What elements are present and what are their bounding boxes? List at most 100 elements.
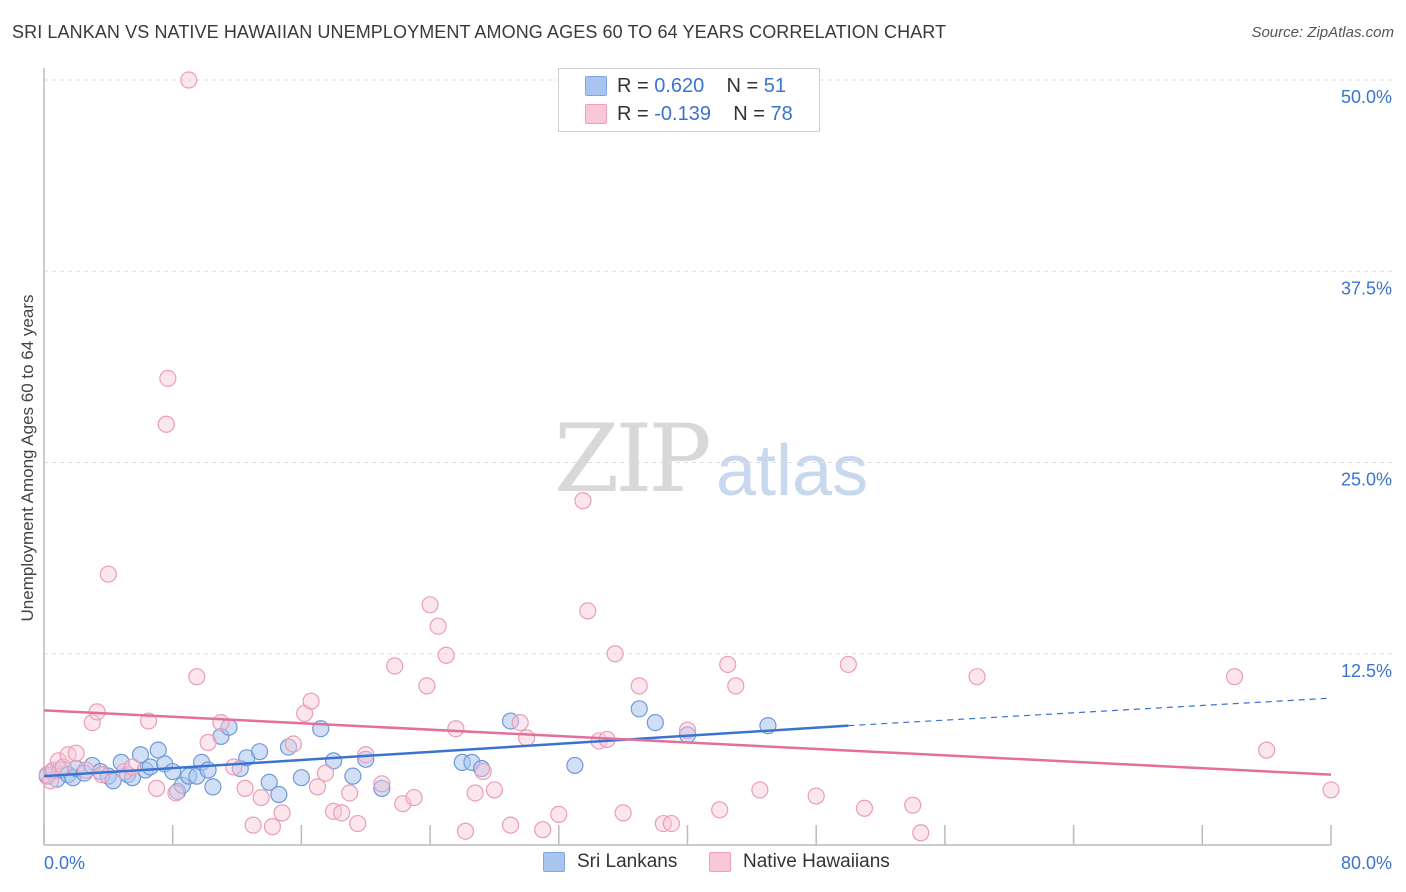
- data-point-native-hawaiians: [429, 617, 447, 635]
- data-point-native-hawaiians: [1225, 668, 1244, 686]
- x-tick-label: 0.0%: [44, 853, 85, 873]
- data-point-sri-lankans: [131, 746, 150, 764]
- data-point-native-hawaiians: [751, 781, 769, 799]
- y-tick-label: 25.0%: [1341, 470, 1392, 490]
- data-point-sri-lankans: [250, 743, 269, 761]
- data-point-native-hawaiians: [1258, 741, 1276, 759]
- data-point-sri-lankans: [279, 738, 298, 756]
- data-point-native-hawaiians: [466, 784, 484, 802]
- data-point-native-hawaiians: [606, 645, 624, 663]
- data-point-native-hawaiians: [719, 655, 737, 674]
- data-point-native-hawaiians: [437, 646, 455, 664]
- data-point-native-hawaiians: [447, 720, 465, 738]
- data-point-sri-lankans: [630, 700, 648, 718]
- data-point-native-hawaiians: [93, 766, 111, 784]
- legend-r-value: 0.620: [654, 74, 705, 97]
- data-point-sri-lankans: [164, 762, 182, 781]
- data-point-native-hawaiians: [501, 816, 520, 834]
- y-tick-label: 12.5%: [1341, 661, 1392, 681]
- data-point-native-hawaiians: [474, 762, 492, 781]
- data-point-native-hawaiians: [45, 761, 63, 779]
- bottom-legend-native-hawaiians: Native Hawaiians: [709, 851, 890, 873]
- x-tick-label: 80.0%: [1341, 853, 1392, 873]
- data-point-native-hawaiians: [167, 784, 185, 802]
- y-tick-label: 50.0%: [1341, 87, 1392, 107]
- data-point-native-hawaiians: [99, 565, 117, 583]
- data-point-native-hawaiians: [579, 602, 597, 620]
- data-point-native-hawaiians: [180, 71, 198, 89]
- data-point-sri-lankans: [149, 741, 167, 759]
- data-point-native-hawaiians: [252, 788, 270, 807]
- data-point-native-hawaiians: [711, 801, 729, 819]
- data-point-native-hawaiians: [349, 814, 367, 833]
- bottom-legend-swatch-blue: [543, 852, 565, 872]
- data-point-native-hawaiians: [159, 369, 177, 387]
- data-point-native-hawaiians: [727, 677, 745, 695]
- data-point-native-hawaiians: [630, 677, 648, 695]
- data-point-native-hawaiians: [421, 596, 439, 614]
- data-point-native-hawaiians: [67, 744, 85, 762]
- legend-r-label: R =: [617, 74, 655, 97]
- data-point-native-hawaiians: [148, 779, 166, 797]
- data-point-sri-lankans: [566, 756, 584, 775]
- bottom-legend-sri-lankans: Sri Lankans: [543, 851, 677, 873]
- data-point-native-hawaiians: [157, 415, 175, 433]
- legend-n-value: 51: [763, 74, 787, 97]
- data-point-native-hawaiians: [188, 668, 206, 686]
- data-point-native-hawaiians: [405, 788, 423, 807]
- data-point-native-hawaiians: [373, 775, 391, 793]
- data-point-native-hawaiians: [574, 492, 592, 510]
- data-point-sri-lankans: [292, 769, 310, 787]
- data-point-native-hawaiians: [77, 761, 95, 779]
- data-point-native-hawaiians: [418, 677, 436, 695]
- data-point-native-hawaiians: [83, 713, 101, 732]
- data-point-native-hawaiians: [244, 816, 262, 834]
- data-point-native-hawaiians: [968, 668, 986, 686]
- data-point-native-hawaiians: [456, 822, 475, 840]
- data-point-sri-lankans: [344, 767, 362, 785]
- trendline-sri-lankans-extension: [848, 697, 1332, 727]
- data-point-native-hawaiians: [904, 796, 922, 814]
- legend-n-label: N =: [733, 102, 771, 125]
- source-label: Source: ZipAtlas.com: [1251, 24, 1394, 41]
- watermark-atlas: atlas: [716, 431, 869, 511]
- legend-r-value: -0.139: [654, 102, 711, 125]
- legend-swatch-blue: [585, 76, 607, 96]
- data-point-native-hawaiians: [511, 713, 529, 732]
- data-point-native-hawaiians: [284, 735, 302, 753]
- data-point-sri-lankans: [204, 778, 222, 796]
- data-point-native-hawaiians: [123, 758, 142, 776]
- data-point-native-hawaiians: [534, 821, 552, 839]
- data-point-native-hawaiians: [333, 804, 351, 822]
- data-point-native-hawaiians: [807, 787, 825, 805]
- data-point-native-hawaiians: [1322, 781, 1340, 799]
- y-tick-label: 37.5%: [1341, 278, 1392, 298]
- legend-n-label: N =: [726, 74, 764, 97]
- data-point-native-hawaiians: [199, 733, 217, 752]
- data-point-sri-lankans: [260, 773, 278, 791]
- data-point-native-hawaiians: [550, 805, 568, 824]
- legend-r-label: R =: [617, 102, 655, 125]
- bottom-legend-swatch-pink: [709, 852, 731, 872]
- data-point-native-hawaiians: [341, 784, 359, 802]
- data-point-native-hawaiians: [273, 804, 291, 822]
- data-point-native-hawaiians: [302, 692, 320, 710]
- data-point-native-hawaiians: [316, 764, 335, 782]
- data-point-native-hawaiians: [308, 778, 327, 796]
- data-point-native-hawaiians: [518, 729, 536, 747]
- data-point-native-hawaiians: [212, 713, 230, 732]
- data-point-native-hawaiians: [839, 655, 857, 674]
- data-point-sri-lankans: [141, 758, 159, 776]
- data-point-native-hawaiians: [236, 779, 254, 797]
- data-point-native-hawaiians: [614, 804, 632, 822]
- watermark-zip: ZIP: [554, 405, 712, 514]
- data-point-native-hawaiians: [263, 818, 282, 836]
- data-point-sri-lankans: [270, 785, 288, 804]
- data-point-native-hawaiians: [386, 657, 404, 675]
- bottom-legend-label: Native Hawaiians: [743, 851, 890, 872]
- trendline-native-hawaiians: [43, 709, 1332, 776]
- legend-swatch-pink: [585, 104, 607, 124]
- data-point-native-hawaiians: [912, 824, 930, 842]
- data-point-native-hawaiians: [225, 758, 243, 776]
